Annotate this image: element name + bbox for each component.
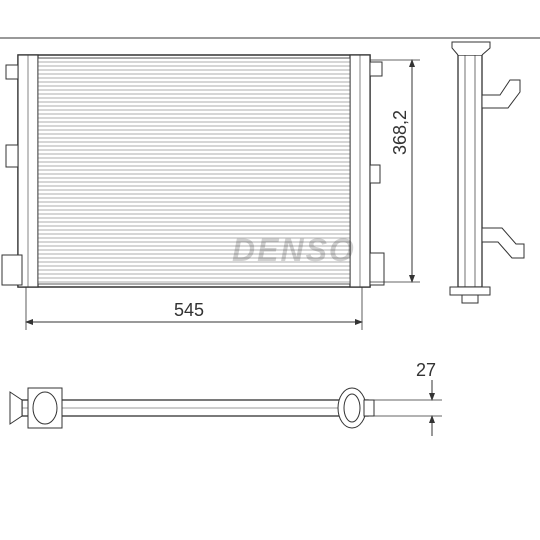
depth-label: 27 (416, 360, 436, 381)
drawing-svg (0, 0, 540, 540)
top-view (10, 388, 374, 428)
height-label: 368,2 (390, 110, 411, 155)
brand-watermark: DENSO (232, 232, 356, 269)
technical-drawing: 545 368,2 27 DENSO (0, 0, 540, 540)
dimension-depth (368, 380, 442, 436)
width-label: 545 (174, 300, 204, 321)
side-view (450, 42, 524, 303)
